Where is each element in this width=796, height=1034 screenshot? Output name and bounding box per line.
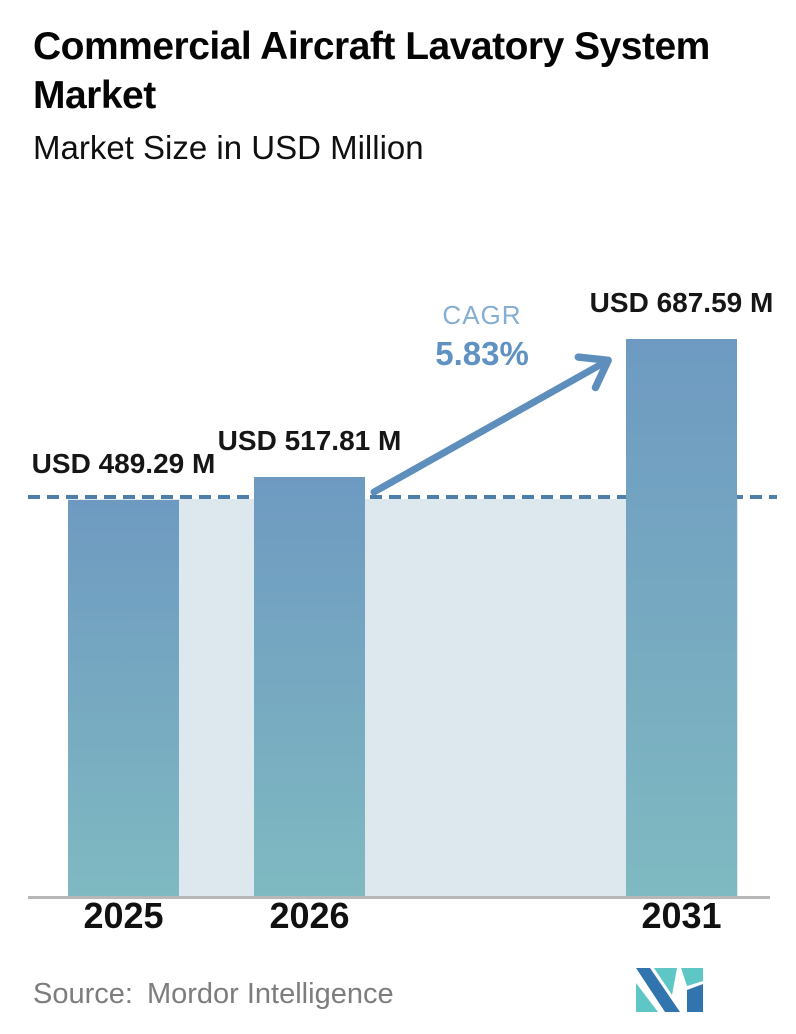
source-label: Source: — [33, 978, 133, 1010]
value-label-2031: USD 687.59 M — [589, 287, 774, 318]
page-title-line-2: Market — [33, 74, 156, 117]
x-axis-line — [28, 896, 770, 899]
cagr-label: CAGR — [442, 300, 522, 330]
logo-left-diagonal — [636, 968, 680, 1012]
bar-2031 — [626, 339, 737, 897]
logo-top-middle-triangle — [654, 968, 677, 995]
tick-2031: 2031 — [641, 895, 722, 936]
cagr-arrow-line — [370, 353, 612, 496]
logo-bottom-left-triangle — [636, 983, 658, 1012]
source-note: Source: Mordor Intelligence — [33, 976, 394, 1012]
source-value: Mordor Intelligence — [146, 978, 394, 1010]
value-label-2025: USD 489.29 M — [31, 448, 216, 479]
value-label-2026: USD 517.81 M — [217, 425, 402, 456]
bar-2026 — [254, 477, 365, 897]
cagr-value: 5.83% — [435, 335, 529, 372]
bar-2025 — [68, 500, 179, 897]
chart-subtitle: Market Size in USD Million — [33, 129, 424, 166]
tick-2026: 2026 — [269, 895, 350, 936]
page-title: Commercial Aircraft Lavatory System Mark… — [33, 22, 778, 120]
mordor-intelligence-logo — [636, 968, 703, 1012]
tick-2025: 2025 — [83, 895, 164, 936]
logo-right-bar — [687, 984, 703, 1012]
cagr-annotation: CAGR 5.83% — [435, 300, 529, 373]
logo-top-right-triangle — [681, 968, 703, 986]
page-title-line-1: Commercial Aircraft Lavatory System — [33, 25, 710, 68]
reference-dashed-line — [28, 495, 777, 499]
